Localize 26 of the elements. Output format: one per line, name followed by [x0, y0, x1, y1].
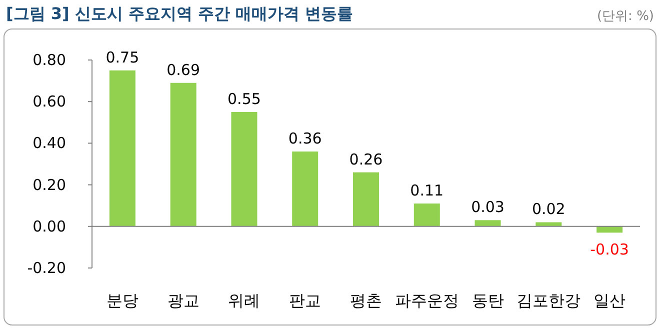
data-label: -0.03 — [590, 240, 629, 259]
y-tick-label: 0.80 — [32, 51, 66, 69]
x-tick-label: 동탄 — [472, 291, 504, 310]
data-label: 0.26 — [349, 150, 383, 168]
x-tick-label: 분당 — [106, 291, 138, 310]
x-tick-label: 광교 — [167, 291, 200, 310]
x-tick-label: 김포한강 — [516, 291, 581, 310]
x-tick-label: 판교 — [289, 291, 322, 310]
title: [그림 3] 신도시 주요지역 주간 매매가격 변동률 — [6, 4, 354, 23]
x-tick-label: 파주운정 — [394, 291, 459, 310]
data-label: 0.03 — [471, 198, 504, 216]
data-label: 0.69 — [166, 60, 200, 79]
y-tick-label: 0.40 — [32, 134, 66, 152]
x-tick-label: 일산 — [594, 291, 626, 310]
y-tick-label: 0.00 — [32, 217, 66, 236]
data-label: 0.11 — [410, 182, 444, 200]
data-label: 0.02 — [532, 200, 566, 218]
y-tick-label: 0.60 — [32, 92, 66, 111]
y-tick-label: 0.20 — [32, 176, 66, 194]
x-tick-label: 위례 — [228, 291, 260, 310]
data-label: 0.55 — [228, 90, 261, 108]
y-tick-label: -0.20 — [27, 259, 66, 277]
x-tick-label: 평촌 — [350, 291, 382, 310]
data-label: 0.36 — [288, 130, 322, 148]
annotation: (단위: %) — [596, 9, 654, 24]
data-label: 0.75 — [106, 48, 140, 66]
